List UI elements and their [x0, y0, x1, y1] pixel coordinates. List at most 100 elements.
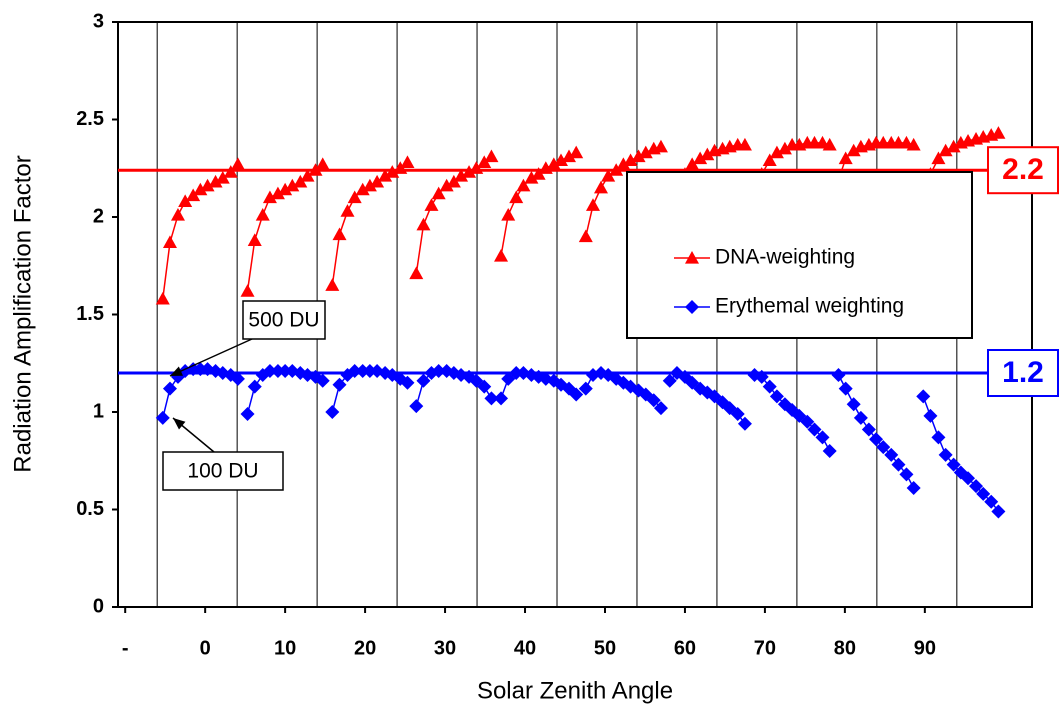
x-tick-label: 10	[274, 637, 296, 659]
marker	[638, 145, 653, 159]
marker	[754, 369, 769, 384]
annotation-arrow	[169, 338, 253, 377]
marker	[215, 171, 230, 184]
marker	[424, 198, 439, 211]
marker	[230, 157, 245, 170]
marker	[562, 149, 577, 163]
marker	[946, 457, 961, 472]
marker	[477, 379, 492, 394]
marker	[906, 481, 921, 496]
marker	[653, 139, 668, 153]
marker	[991, 126, 1006, 139]
marker	[509, 366, 524, 380]
marker	[200, 178, 215, 192]
y-tick-label: 3	[93, 10, 104, 32]
marker	[531, 167, 546, 180]
x-tick-label: -	[122, 637, 129, 659]
marker	[469, 161, 484, 174]
marker	[285, 178, 300, 192]
x-tick-label: 60	[674, 637, 696, 659]
annotation-arrowhead	[170, 366, 183, 376]
annotation-text: 500 DU	[248, 309, 319, 332]
marker	[446, 174, 461, 188]
x-axis-title: Solar Zenith Angle	[477, 677, 673, 704]
marker	[938, 143, 953, 157]
marker	[853, 410, 868, 425]
marker	[815, 430, 830, 445]
x-tick-label: 30	[434, 637, 456, 659]
marker	[223, 165, 238, 178]
marker	[546, 157, 561, 170]
marker	[393, 161, 408, 174]
marker	[431, 186, 446, 200]
marker	[315, 373, 330, 388]
marker	[931, 430, 946, 445]
marker	[162, 235, 177, 248]
x-tick-label: 20	[354, 637, 376, 659]
marker	[822, 137, 837, 151]
marker	[846, 397, 861, 412]
marker	[315, 157, 330, 170]
marker	[846, 143, 861, 157]
y-tick-label: 1.5	[76, 303, 104, 325]
marker	[332, 227, 347, 241]
marker	[262, 190, 277, 204]
marker	[477, 155, 492, 168]
y-tick-label: 2	[93, 205, 104, 227]
y-tick-label: 2.5	[76, 108, 104, 130]
marker	[400, 155, 415, 168]
marker	[462, 165, 477, 178]
marker	[340, 204, 355, 217]
marker	[938, 447, 953, 462]
marker	[569, 145, 584, 159]
marker	[385, 165, 400, 178]
marker	[899, 467, 914, 482]
marker	[347, 364, 362, 379]
marker	[991, 504, 1006, 519]
marker	[247, 233, 262, 246]
marker	[946, 139, 961, 153]
marker	[653, 401, 668, 416]
marker	[278, 182, 293, 196]
annotation-box	[242, 300, 326, 340]
marker	[662, 373, 677, 388]
marker	[693, 151, 708, 165]
marker	[838, 381, 853, 396]
marker	[300, 169, 315, 182]
x-tick-label: 70	[754, 637, 776, 659]
y-axis-title: Radiation Amplification Factor	[9, 155, 36, 472]
marker	[923, 408, 938, 423]
marker	[378, 169, 393, 182]
marker	[355, 182, 370, 196]
marker	[838, 151, 853, 165]
marker	[730, 406, 745, 421]
marker	[409, 399, 424, 414]
annotation-arrowhead	[173, 418, 186, 430]
marker	[325, 278, 340, 291]
marker	[931, 151, 946, 165]
marker	[737, 137, 752, 151]
legend-label: DNA-weighting	[715, 246, 855, 269]
marker	[916, 389, 931, 404]
marker	[516, 178, 531, 192]
legend-marker	[685, 251, 699, 264]
marker	[501, 208, 516, 221]
marker	[362, 364, 377, 379]
marker	[186, 362, 201, 377]
marker	[494, 391, 509, 406]
marker	[400, 375, 415, 390]
marker	[906, 137, 921, 151]
reference-label-box	[987, 146, 1059, 195]
marker	[807, 422, 822, 437]
marker	[186, 188, 201, 202]
marker	[831, 367, 846, 382]
x-tick-label: 80	[834, 637, 856, 659]
marker	[355, 364, 370, 379]
x-tick-label: 0	[200, 637, 211, 659]
marker	[170, 208, 185, 221]
marker	[769, 145, 784, 159]
marker	[609, 163, 624, 176]
marker	[509, 190, 524, 204]
marker	[700, 147, 715, 161]
marker	[278, 364, 293, 379]
